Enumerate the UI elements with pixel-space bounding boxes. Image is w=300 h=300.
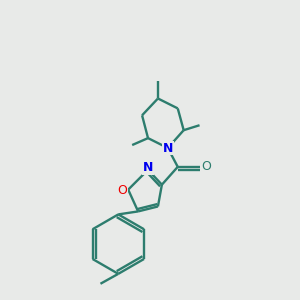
Text: N: N [163, 142, 173, 154]
Text: O: O [202, 160, 212, 173]
Text: O: O [117, 184, 127, 197]
Text: N: N [143, 161, 153, 174]
